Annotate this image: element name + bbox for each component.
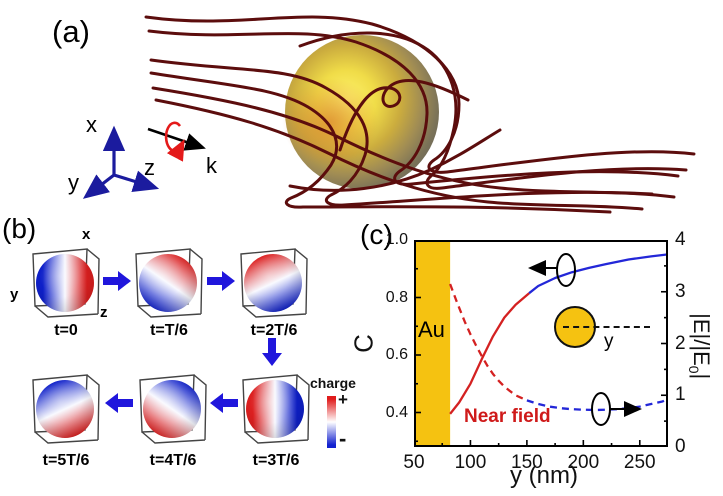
arrow-right-icon <box>103 271 131 291</box>
panel-b-z-label: z <box>100 304 108 321</box>
frame-label-t0: t=0 <box>54 322 78 339</box>
arrow-down-icon <box>262 338 282 366</box>
arrow-left-icon <box>210 393 238 413</box>
charge-sphere <box>143 380 201 438</box>
charge-frame-t2 <box>233 242 315 322</box>
near-field-annotation: Near field <box>464 406 551 427</box>
charge-frame-t5 <box>25 368 107 448</box>
frame-label-t2: t=2T/6 <box>250 322 298 339</box>
frame-label-t3: t=3T/6 <box>252 452 300 469</box>
y-axis-arrow <box>82 173 115 199</box>
panel-a-z-label: z <box>144 155 155 180</box>
tick-label: 1 <box>675 384 686 406</box>
tick-label: 0 <box>675 436 686 457</box>
right-axis-title: |E|/|E0| <box>686 291 714 401</box>
colorbar-minus-label: - <box>339 426 347 451</box>
au-region-label: Au <box>418 317 445 342</box>
panel-a-x-label: x <box>86 112 97 137</box>
k-vector-arrow <box>147 127 206 151</box>
z-axis-arrow <box>113 170 160 193</box>
charge-sphere <box>36 380 94 438</box>
arrow-right-icon <box>207 271 235 291</box>
circular-polarization-arrow <box>164 121 185 162</box>
series-right-dashed <box>526 397 669 412</box>
x-axis-title: y (nm) <box>510 462 578 489</box>
inset-distance-label: y <box>604 331 614 352</box>
right-axis-title-post: | <box>689 373 715 380</box>
frame-label-t1: t=T/6 <box>150 322 188 339</box>
axis-indicator-right <box>591 392 642 426</box>
arrow-left-icon <box>105 393 133 413</box>
charge-frame-t3 <box>235 368 317 448</box>
panel-b-y-label: y <box>10 286 19 303</box>
series-left-solid <box>528 253 669 295</box>
charge-frame-t1 <box>128 242 210 322</box>
charge-sphere <box>139 254 197 312</box>
charge-frame-t4 <box>132 368 214 448</box>
panel-b-label: (b) <box>2 213 37 244</box>
au-region <box>414 240 451 447</box>
tick-label: 250 <box>623 452 656 473</box>
panel-a-y-label: y <box>68 170 79 195</box>
charge-colorbar <box>327 396 336 448</box>
chart-plot-area <box>413 239 669 448</box>
left-axis-title: C <box>348 334 379 353</box>
charge-sphere <box>244 254 302 312</box>
panel-b-x-label: x <box>82 226 91 243</box>
panel-a-art <box>82 15 696 214</box>
coordinate-axes-a <box>82 125 160 199</box>
panel-a-k-label: k <box>206 153 217 178</box>
panel-a-label: (a) <box>52 14 90 49</box>
chart-svg <box>413 239 669 448</box>
tick-label: 0.4 <box>385 403 408 421</box>
right-axis-title-pre: |E|/|E <box>689 313 715 366</box>
tick-label: 3 <box>675 280 686 302</box>
frame-label-t5: t=5T/6 <box>42 452 90 469</box>
charge-sphere <box>36 254 94 312</box>
frame-label-t4: t=4T/6 <box>149 452 197 469</box>
tick-label: 50 <box>403 452 425 473</box>
colorbar-plus-label: + <box>338 390 348 409</box>
series-left-solid <box>449 292 530 415</box>
series-right-dashed <box>449 283 528 402</box>
inset-distance-dashed-line <box>563 326 650 328</box>
panel-c-label: (c) <box>360 219 393 250</box>
tick-label: 2 <box>675 332 686 354</box>
charge-frame-t0 <box>25 242 107 322</box>
tick-label: 0.8 <box>385 288 408 306</box>
axis-indicator-left <box>528 253 576 287</box>
optical-field-lines <box>144 15 696 214</box>
charge-sphere <box>246 380 304 438</box>
chart-frame <box>414 240 668 447</box>
colorbar-title: charge <box>310 375 356 391</box>
chart-curves <box>449 253 669 415</box>
